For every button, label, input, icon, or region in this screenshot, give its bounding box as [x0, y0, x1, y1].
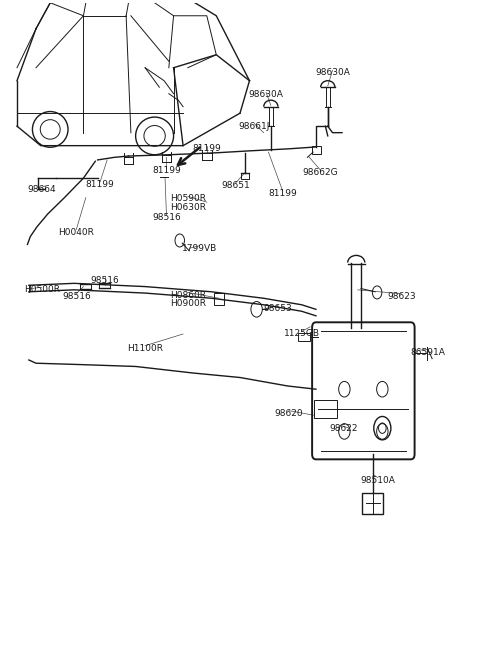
Bar [362, 493, 384, 514]
Text: 98630A: 98630A [315, 68, 350, 77]
Text: 81199: 81199 [268, 189, 297, 198]
Text: 98661J: 98661J [239, 122, 270, 130]
Text: H0590R: H0590R [170, 195, 206, 204]
Text: 1799VB: 1799VB [182, 244, 217, 253]
Text: 98510A: 98510A [360, 476, 395, 485]
Text: 98516: 98516 [90, 276, 119, 284]
Text: H0500R: H0500R [24, 286, 60, 294]
Text: H0630R: H0630R [170, 203, 206, 212]
Text: 81199: 81199 [192, 144, 221, 153]
Text: 98623: 98623 [387, 292, 416, 301]
Text: H0860R: H0860R [170, 291, 206, 299]
Text: 98664: 98664 [27, 185, 56, 195]
Text: H0900R: H0900R [170, 299, 206, 308]
Text: 98651: 98651 [221, 181, 250, 191]
Bar [313, 400, 337, 419]
Text: 98630A: 98630A [249, 90, 284, 100]
Text: 81199: 81199 [85, 180, 114, 189]
Text: 98662G: 98662G [303, 168, 338, 178]
Text: 81199: 81199 [152, 166, 181, 175]
Bar [312, 146, 321, 154]
Text: H0040R: H0040R [59, 227, 94, 236]
Text: 98620: 98620 [275, 409, 303, 418]
Text: H1100R: H1100R [127, 344, 163, 353]
Text: 98622: 98622 [329, 424, 358, 434]
Bar [299, 333, 310, 341]
Bar [214, 293, 224, 305]
Bar [241, 173, 249, 179]
Text: 1125GB: 1125GB [284, 329, 320, 339]
Text: 98516: 98516 [152, 214, 181, 222]
Text: 86591A: 86591A [410, 348, 445, 357]
Text: 98516: 98516 [62, 292, 91, 301]
Text: 98653: 98653 [264, 303, 292, 312]
